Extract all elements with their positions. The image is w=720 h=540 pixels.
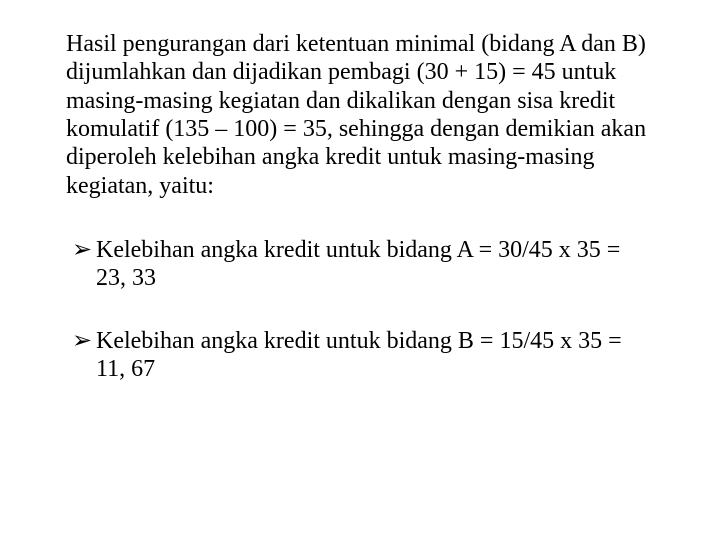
intro-paragraph: Hasil pengurangan dari ketentuan minimal…	[66, 30, 656, 200]
bullet-item-a: ➢Kelebihan angka kredit untuk bidang A =…	[66, 236, 656, 293]
text-content: Hasil pengurangan dari ketentuan minimal…	[66, 30, 656, 417]
triangle-bullet-icon: ➢	[72, 327, 96, 355]
bullet-text-b: Kelebihan angka kredit untuk bidang B = …	[96, 328, 622, 382]
bullet-item-b: ➢Kelebihan angka kredit untuk bidang B =…	[66, 327, 656, 384]
bullet-text-a: Kelebihan angka kredit untuk bidang A = …	[96, 237, 620, 291]
triangle-bullet-icon: ➢	[72, 236, 96, 264]
